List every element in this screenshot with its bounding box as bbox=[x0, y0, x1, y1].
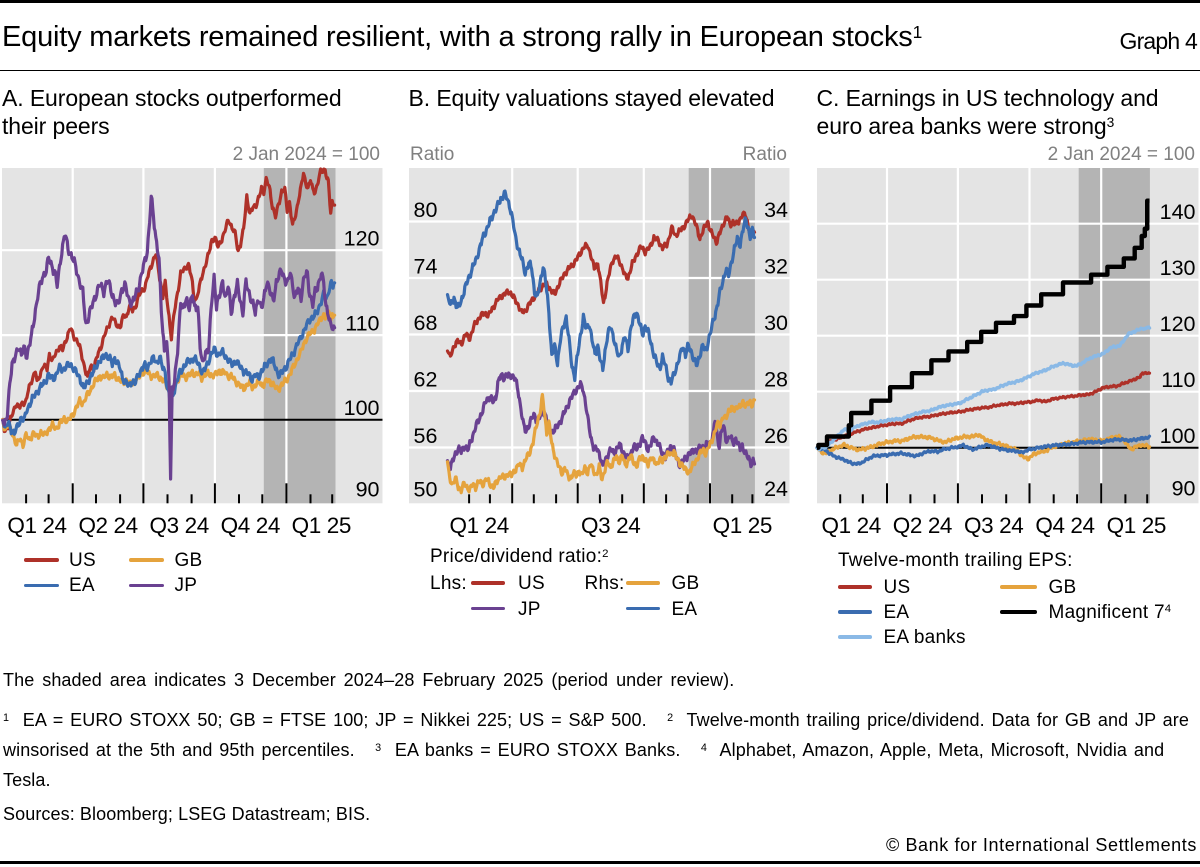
svg-text:26: 26 bbox=[764, 424, 788, 448]
svg-text:130: 130 bbox=[1159, 256, 1195, 280]
svg-text:Q1 24: Q1 24 bbox=[821, 513, 880, 538]
svg-text:Q4 24: Q4 24 bbox=[221, 513, 280, 538]
svg-text:80: 80 bbox=[413, 198, 437, 222]
svg-text:24: 24 bbox=[764, 477, 788, 501]
svg-text:56: 56 bbox=[413, 424, 437, 448]
svg-text:68: 68 bbox=[413, 311, 437, 335]
svg-text:Q2 24: Q2 24 bbox=[892, 513, 951, 538]
svg-text:100: 100 bbox=[344, 396, 380, 420]
svg-text:Q1 24: Q1 24 bbox=[449, 513, 508, 538]
svg-text:Q4 24: Q4 24 bbox=[1035, 513, 1094, 538]
svg-text:Q3 24: Q3 24 bbox=[964, 513, 1023, 538]
svg-text:Q1 25: Q1 25 bbox=[1106, 513, 1165, 538]
svg-text:50: 50 bbox=[413, 478, 437, 502]
svg-text:110: 110 bbox=[345, 311, 379, 335]
svg-text:90: 90 bbox=[356, 478, 380, 502]
svg-text:100: 100 bbox=[1159, 424, 1195, 448]
svg-text:Q1 25: Q1 25 bbox=[292, 513, 351, 538]
svg-text:110: 110 bbox=[1161, 368, 1195, 392]
svg-text:30: 30 bbox=[764, 311, 788, 335]
svg-text:74: 74 bbox=[413, 254, 437, 278]
svg-text:32: 32 bbox=[764, 254, 788, 278]
svg-text:120: 120 bbox=[344, 227, 380, 251]
svg-text:Q3 24: Q3 24 bbox=[150, 513, 209, 538]
svg-text:Q1 25: Q1 25 bbox=[712, 513, 771, 538]
svg-text:Q2 24: Q2 24 bbox=[78, 513, 137, 538]
svg-text:120: 120 bbox=[1159, 312, 1195, 336]
svg-text:34: 34 bbox=[764, 198, 788, 222]
svg-text:62: 62 bbox=[413, 367, 437, 391]
svg-text:140: 140 bbox=[1159, 200, 1195, 224]
svg-text:Q1 24: Q1 24 bbox=[7, 513, 66, 538]
svg-text:Q3 24: Q3 24 bbox=[581, 513, 640, 538]
svg-text:28: 28 bbox=[764, 367, 788, 391]
svg-text:90: 90 bbox=[1171, 477, 1195, 501]
